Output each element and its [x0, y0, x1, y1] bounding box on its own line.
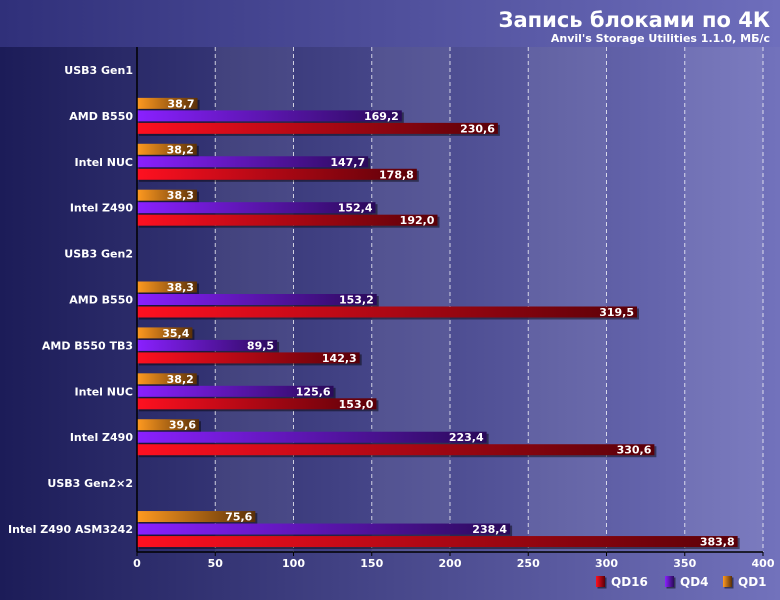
category-label: Intel Z490: [70, 431, 134, 444]
category-label: Intel Z490: [70, 202, 134, 215]
bar-qd4: [137, 523, 511, 535]
legend-swatch-qd4: [665, 576, 674, 587]
bar-qd16: [137, 168, 417, 180]
legend-swatch-qd16: [596, 576, 605, 587]
data-label: 169,2: [364, 110, 399, 123]
data-label: 223,4: [449, 431, 484, 444]
x-tick-label: 250: [517, 557, 540, 570]
category-label: Intel NUC: [75, 385, 133, 398]
data-label: 38,7: [167, 97, 194, 110]
bar-qd4: [137, 294, 377, 305]
category-label: AMD B550 TB3: [42, 339, 133, 352]
bar-qd1: [137, 511, 256, 523]
data-label: 319,5: [599, 306, 634, 319]
data-label: 383,8: [700, 536, 735, 549]
bar-qd4: [137, 110, 402, 122]
bar-qd16: [137, 214, 438, 226]
data-label: 38,3: [167, 189, 194, 202]
chart-subtitle: Anvil's Storage Utilities 1.1.0, МБ/с: [551, 32, 770, 45]
bar-qd16: [137, 444, 655, 456]
group-label: USB3 Gen1: [64, 64, 133, 77]
category-label: AMD B550: [69, 294, 133, 307]
bar-qd16: [137, 536, 738, 548]
data-label: 153,2: [339, 294, 374, 307]
data-label: 147,7: [330, 156, 365, 169]
bar-qd1: [137, 327, 193, 339]
data-label: 75,6: [225, 511, 252, 524]
x-tick-label: 200: [439, 557, 462, 570]
category-label: AMD B550: [69, 110, 133, 123]
bar-qd1: [137, 373, 197, 385]
bar-qd4: [137, 339, 278, 351]
data-label: 153,0: [339, 398, 374, 411]
category-label: Intel NUC: [75, 156, 133, 169]
data-label: 125,6: [296, 385, 331, 398]
legend-swatch-qd1: [723, 576, 732, 587]
bar-qd1: [137, 419, 199, 431]
data-label: 39,6: [169, 419, 196, 432]
chart-title: Запись блоками по 4К: [499, 8, 770, 32]
data-label: 38,3: [167, 281, 194, 294]
data-label: 38,2: [167, 143, 194, 156]
data-label: 330,6: [617, 444, 652, 457]
bar-qd4: [137, 431, 487, 443]
x-axis: 0 50 100 150 200 250 300 350 400: [133, 47, 775, 570]
group-label: USB3 Gen2: [64, 248, 133, 261]
data-label: 152,4: [338, 202, 373, 215]
x-tick-label: 300: [595, 557, 618, 570]
bar-qd4: [137, 156, 369, 168]
data-label: 192,0: [400, 214, 435, 227]
legend-label: QD4: [680, 575, 709, 589]
x-tick-label: 0: [133, 557, 141, 570]
category-label: Intel Z490 ASM3242: [8, 523, 133, 536]
data-label: 230,6: [460, 122, 495, 135]
bar-qd16: [137, 306, 638, 318]
bar-qd1: [137, 97, 198, 109]
x-tick-label: 100: [282, 557, 305, 570]
data-label: 238,4: [472, 523, 507, 536]
bar-qd4: [137, 385, 334, 397]
data-label: 38,2: [167, 373, 194, 386]
x-tick-label: 150: [360, 557, 383, 570]
header-band: [0, 0, 780, 47]
category-labels: USB3 Gen1 AMD B550 Intel NUC Intel Z490 USB3…: [8, 64, 133, 536]
x-tick-label: 50: [208, 557, 224, 570]
x-tick-label: 400: [752, 557, 775, 570]
x-tick-label: 350: [673, 557, 696, 570]
bar-qd16: [137, 398, 377, 410]
legend: QD16 QD4 QD1: [596, 575, 767, 589]
data-label: 89,5: [247, 339, 274, 352]
bar-qd16: [137, 352, 360, 364]
grid-band: [684, 47, 763, 552]
bar-qd4: [137, 202, 376, 214]
bar-qd1: [137, 281, 197, 293]
legend-label: QD1: [738, 575, 767, 589]
data-label: 142,3: [322, 352, 357, 365]
bars: 38,7 169,2 230,6 38,2 147,7 178,8 38,3 152,4 192…: [137, 97, 740, 550]
data-label: 178,8: [379, 168, 414, 181]
bar-qd1: [137, 189, 197, 201]
bar-qd1: [137, 143, 197, 155]
legend-label: QD16: [611, 575, 648, 589]
group-label: USB3 Gen2×2: [47, 477, 133, 490]
data-label: 35,4: [162, 327, 189, 340]
bar-qd16: [137, 122, 498, 134]
grid-band: [528, 47, 607, 552]
